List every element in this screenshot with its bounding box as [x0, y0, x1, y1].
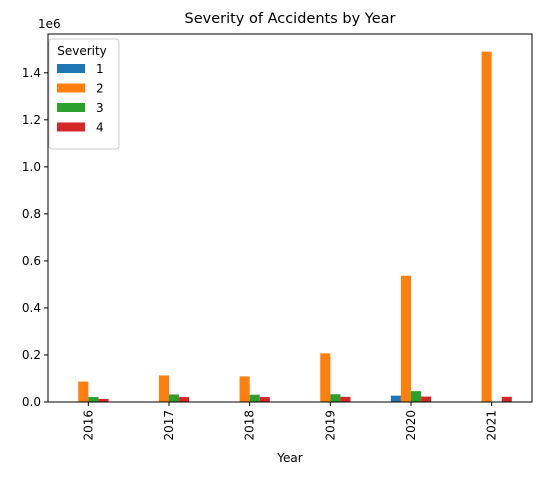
bar-2020-severity-4 — [421, 397, 431, 402]
y-tick-label: 1.0 — [22, 160, 41, 174]
bar-2017-severity-2 — [159, 375, 169, 402]
bar-2019-severity-3 — [330, 394, 340, 402]
y-tick-label: 0.4 — [22, 301, 41, 315]
bar-2021-severity-2 — [482, 52, 492, 402]
y-tick-label: 0.2 — [22, 348, 41, 362]
plot-area — [78, 52, 512, 402]
y-offset-label: 1e6 — [38, 17, 61, 31]
y-tick-label: 1.4 — [22, 66, 41, 80]
x-tick-label: 2018 — [243, 410, 257, 441]
x-axis-label: Year — [276, 451, 302, 465]
bar-2018-severity-2 — [240, 376, 250, 402]
bar-2017-severity-4 — [179, 397, 189, 402]
legend-title: Severity — [57, 44, 107, 58]
bar-2017-severity-3 — [169, 394, 179, 402]
y-tick-label: 1.2 — [22, 113, 41, 127]
bar-2019-severity-4 — [340, 397, 350, 402]
legend-swatch-severity-4 — [57, 123, 85, 132]
bar-2020-severity-2 — [401, 276, 411, 402]
legend-label-severity-1: 1 — [96, 62, 104, 76]
bar-2019-severity-2 — [320, 353, 330, 402]
legend-swatch-severity-1 — [57, 64, 85, 73]
x-tick-label: 2019 — [323, 410, 337, 441]
legend-swatch-severity-3 — [57, 103, 85, 112]
legend-swatch-severity-2 — [57, 84, 85, 93]
y-tick-label: 0.0 — [22, 395, 41, 409]
legend: Severity 1 2 3 4 — [49, 39, 119, 149]
bar-2020-severity-1 — [391, 396, 401, 402]
y-tick-label: 0.6 — [22, 254, 41, 268]
x-tick-label: 2021 — [485, 410, 499, 441]
bar-2020-severity-3 — [411, 391, 421, 402]
x-tick-label: 2016 — [81, 410, 95, 441]
x-tick-label: 2017 — [162, 410, 176, 441]
plot-frame — [48, 34, 532, 402]
legend-label-severity-3: 3 — [96, 101, 104, 115]
y-tick-label: 0.8 — [22, 207, 41, 221]
bar-2016-severity-2 — [78, 382, 88, 402]
bar-2018-severity-4 — [260, 397, 270, 402]
x-tick-label: 2020 — [404, 410, 418, 441]
bar-2018-severity-3 — [250, 395, 260, 402]
bar-2016-severity-3 — [88, 397, 98, 402]
legend-label-severity-2: 2 — [96, 82, 104, 96]
legend-label-severity-4: 4 — [96, 121, 104, 135]
bar-2021-severity-4 — [502, 397, 512, 402]
chart-title: Severity of Accidents by Year — [185, 11, 396, 27]
